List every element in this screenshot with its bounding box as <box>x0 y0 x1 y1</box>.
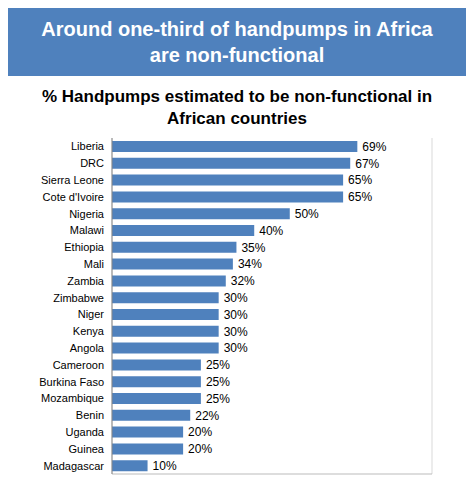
svg-text:Malawi: Malawi <box>70 224 104 236</box>
svg-text:30%: 30% <box>224 325 248 339</box>
svg-text:Zimbabwe: Zimbabwe <box>53 292 104 304</box>
svg-text:67%: 67% <box>355 157 379 171</box>
svg-text:Zambia: Zambia <box>67 275 105 287</box>
svg-text:30%: 30% <box>224 291 248 305</box>
svg-text:69%: 69% <box>362 140 386 154</box>
svg-text:Liberia: Liberia <box>71 140 105 152</box>
svg-text:Burkina Faso: Burkina Faso <box>39 376 104 388</box>
svg-text:Madagascar: Madagascar <box>43 460 104 472</box>
svg-text:30%: 30% <box>224 308 248 322</box>
svg-text:32%: 32% <box>231 274 255 288</box>
svg-text:65%: 65% <box>348 190 372 204</box>
svg-text:10%: 10% <box>153 459 177 473</box>
html-text:Around one-third of handpumps: Around one-third of handpumps in Africa … <box>41 18 433 66</box>
svg-text:Mali: Mali <box>84 258 104 270</box>
svg-text:20%: 20% <box>188 442 212 456</box>
svg-text:Cameroon: Cameroon <box>53 359 104 371</box>
svg-text:Niger: Niger <box>78 308 105 320</box>
svg-text:Cote d'Ivoire: Cote d'Ivoire <box>43 191 104 203</box>
svg-text:Kenya: Kenya <box>73 325 105 337</box>
svg-text:40%: 40% <box>259 224 283 238</box>
svg-text:20%: 20% <box>188 425 212 439</box>
svg-text:35%: 35% <box>241 241 265 255</box>
svg-text:Uganda: Uganda <box>65 426 104 438</box>
svg-text:Ethiopia: Ethiopia <box>64 241 105 253</box>
svg-text:Mozambique: Mozambique <box>41 392 104 404</box>
svg-text:Angola: Angola <box>70 342 105 354</box>
svg-text:25%: 25% <box>206 392 230 406</box>
svg-text:22%: 22% <box>195 409 219 423</box>
html-text:% Handpumps estimated to be no: % Handpumps estimated to be non-function… <box>42 87 432 128</box>
svg-text:Nigeria: Nigeria <box>69 208 105 220</box>
svg-text:Benin: Benin <box>76 409 104 421</box>
svg-text:Sierra Leone: Sierra Leone <box>41 174 104 186</box>
svg-text:50%: 50% <box>295 207 319 221</box>
svg-text:34%: 34% <box>238 257 262 271</box>
svg-text:DRC: DRC <box>80 157 104 169</box>
svg-text:25%: 25% <box>206 375 230 389</box>
svg-text:65%: 65% <box>348 173 372 187</box>
svg-text:30%: 30% <box>224 341 248 355</box>
svg-text:Guinea: Guinea <box>69 443 105 455</box>
svg-text:25%: 25% <box>206 358 230 372</box>
